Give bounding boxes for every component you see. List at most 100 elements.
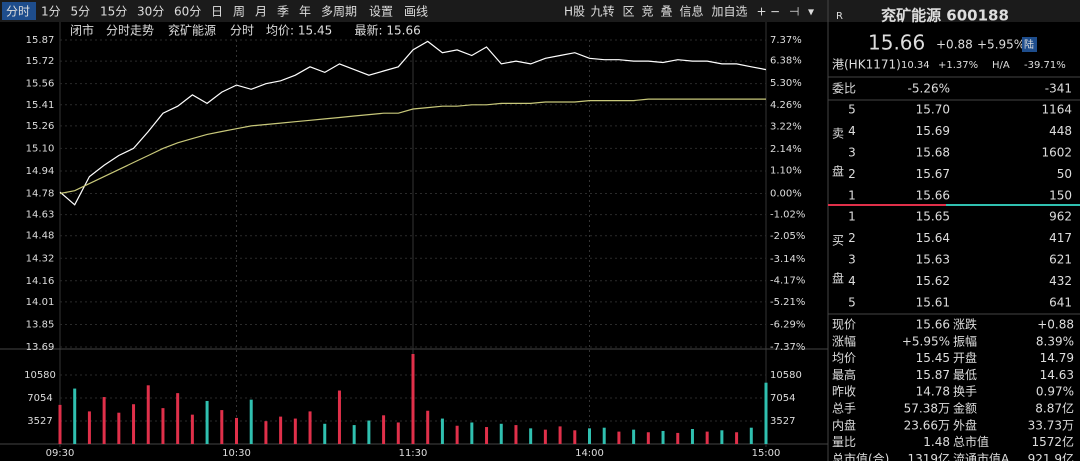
stat-label: 总市值(合): [832, 451, 889, 461]
volume-bar: [337, 390, 341, 444]
stat-label: 开盘: [953, 350, 977, 365]
stat-label: 金额: [953, 401, 977, 416]
volume-bar: [102, 397, 106, 444]
book-price: 15.62: [916, 274, 950, 288]
book-level: 4: [848, 124, 856, 138]
toolbar-tab[interactable]: 30分: [137, 5, 164, 19]
toolbar-button[interactable]: −: [770, 5, 780, 19]
book-level: 2: [848, 231, 856, 245]
chart-header-text: 分时走势: [106, 24, 154, 38]
stat-value: +0.88: [1037, 318, 1074, 332]
stat-value: 15.45: [916, 351, 950, 365]
toolbar-button[interactable]: 区: [623, 5, 635, 19]
book-price: 15.61: [916, 296, 950, 310]
toolbar-button[interactable]: ⊣: [789, 5, 799, 19]
toolbar-tab[interactable]: 年: [299, 5, 311, 19]
toolbar-tab[interactable]: 多周期: [321, 5, 357, 19]
toolbar-tab[interactable]: 设置: [369, 5, 393, 19]
book-volume: 1164: [1041, 103, 1072, 117]
stat-value: 1319亿: [907, 451, 950, 461]
toolbar-tab[interactable]: 分时: [6, 5, 30, 19]
y2-tick-label: 1.10%: [770, 166, 802, 177]
tag: 陆: [1024, 38, 1034, 51]
y-tick-label: 13.69: [26, 342, 55, 353]
weibi-item: -341: [1045, 82, 1072, 96]
book-volume: 962: [1049, 210, 1072, 224]
stat-value: 14.79: [1040, 351, 1074, 365]
stat-label: 现价: [832, 318, 856, 332]
volume-bar: [705, 431, 709, 444]
volume-bar: [573, 430, 577, 444]
toolbar-tab[interactable]: 周: [233, 5, 245, 19]
stat-label: 外盘: [953, 417, 977, 432]
book-level: 5: [848, 103, 856, 117]
volume-bar: [440, 418, 444, 444]
stat-label: 换手: [953, 385, 977, 399]
y-tick-label: 14.16: [26, 276, 55, 287]
volume-bar: [279, 416, 283, 444]
toolbar-button[interactable]: ▾: [808, 5, 814, 19]
volume-bar: [690, 429, 694, 444]
volume-bar: [323, 423, 327, 444]
toolbar-button[interactable]: 叠: [661, 5, 673, 19]
toolbar-tab[interactable]: 15分: [100, 5, 127, 19]
volume-bar: [735, 432, 739, 444]
toolbar-tab[interactable]: 画线: [404, 5, 428, 19]
volume-bar: [73, 388, 77, 444]
y-tick-label: 14.32: [26, 253, 55, 264]
toolbar-tab[interactable]: 季: [277, 5, 289, 19]
toolbar-button[interactable]: +: [757, 5, 767, 19]
volume-tick-label: 3527: [27, 416, 52, 427]
toolbar-button[interactable]: 信息: [680, 4, 704, 19]
volume-bar: [117, 412, 121, 444]
volume-tick-label-right: 10580: [770, 370, 802, 381]
y2-tick-label: 6.38%: [770, 56, 802, 67]
toolbar-tab[interactable]: 60分: [174, 5, 201, 19]
toolbar-tab[interactable]: 月: [255, 5, 267, 19]
mark: R: [836, 11, 843, 22]
toolbar-tab[interactable]: 1分: [41, 5, 61, 19]
stat-value: 8.87亿: [1035, 401, 1074, 416]
tab-active-bg: [2, 2, 36, 20]
book-side: 卖: [832, 127, 844, 141]
stat-label: 涨跌: [953, 317, 977, 332]
stat-label: 最低: [953, 368, 977, 382]
stat-value: 57.38万: [904, 402, 950, 416]
toolbar-button[interactable]: 竞: [642, 5, 654, 19]
book-volume: 150: [1049, 189, 1072, 203]
toolbar-tab[interactable]: 日: [211, 5, 223, 19]
x-tick-label: 11:30: [399, 448, 428, 459]
hk-item: 10.34: [901, 60, 930, 71]
volume-bar: [161, 408, 165, 444]
volume-bar: [411, 354, 415, 444]
x-tick-label: 09:30: [46, 448, 75, 459]
stat-value: 8.39%: [1036, 334, 1074, 348]
stat-value: 15.87: [916, 368, 950, 382]
toolbar-button[interactable]: H股: [564, 5, 585, 19]
y2-tick-label: 3.22%: [770, 121, 802, 132]
toolbar-button[interactable]: 九转: [591, 4, 615, 19]
volume-bar: [264, 421, 268, 444]
book-price: 15.65: [916, 210, 950, 224]
tag-bg: [1022, 37, 1037, 52]
book-volume: 432: [1049, 274, 1072, 288]
y2-tick-label: 0.00%: [770, 189, 802, 200]
y-tick-label: 15.10: [26, 143, 55, 154]
avg-line: [59, 98, 766, 195]
chart-header-text: 兖矿能源: [168, 23, 216, 38]
toolbar-button[interactable]: 加自选: [712, 5, 748, 19]
y2-tick-label: 2.14%: [770, 144, 802, 155]
volume-bar: [249, 399, 253, 444]
y-tick-label: 14.94: [26, 166, 55, 177]
volume-bar: [749, 427, 753, 444]
volume-bar: [514, 425, 518, 444]
chart-header-text: 均价: 15.45: [266, 24, 332, 38]
stat-label: 均价: [832, 351, 856, 365]
y2-tick-label: -3.14%: [770, 254, 805, 265]
stat-label: 昨收: [832, 385, 856, 399]
y2-tick-label: -6.29%: [770, 320, 805, 331]
y-tick-label: 14.78: [26, 189, 55, 200]
stat-value: 23.66万: [904, 418, 950, 432]
y-tick-label: 15.87: [26, 35, 55, 46]
toolbar-tab[interactable]: 5分: [71, 5, 91, 19]
